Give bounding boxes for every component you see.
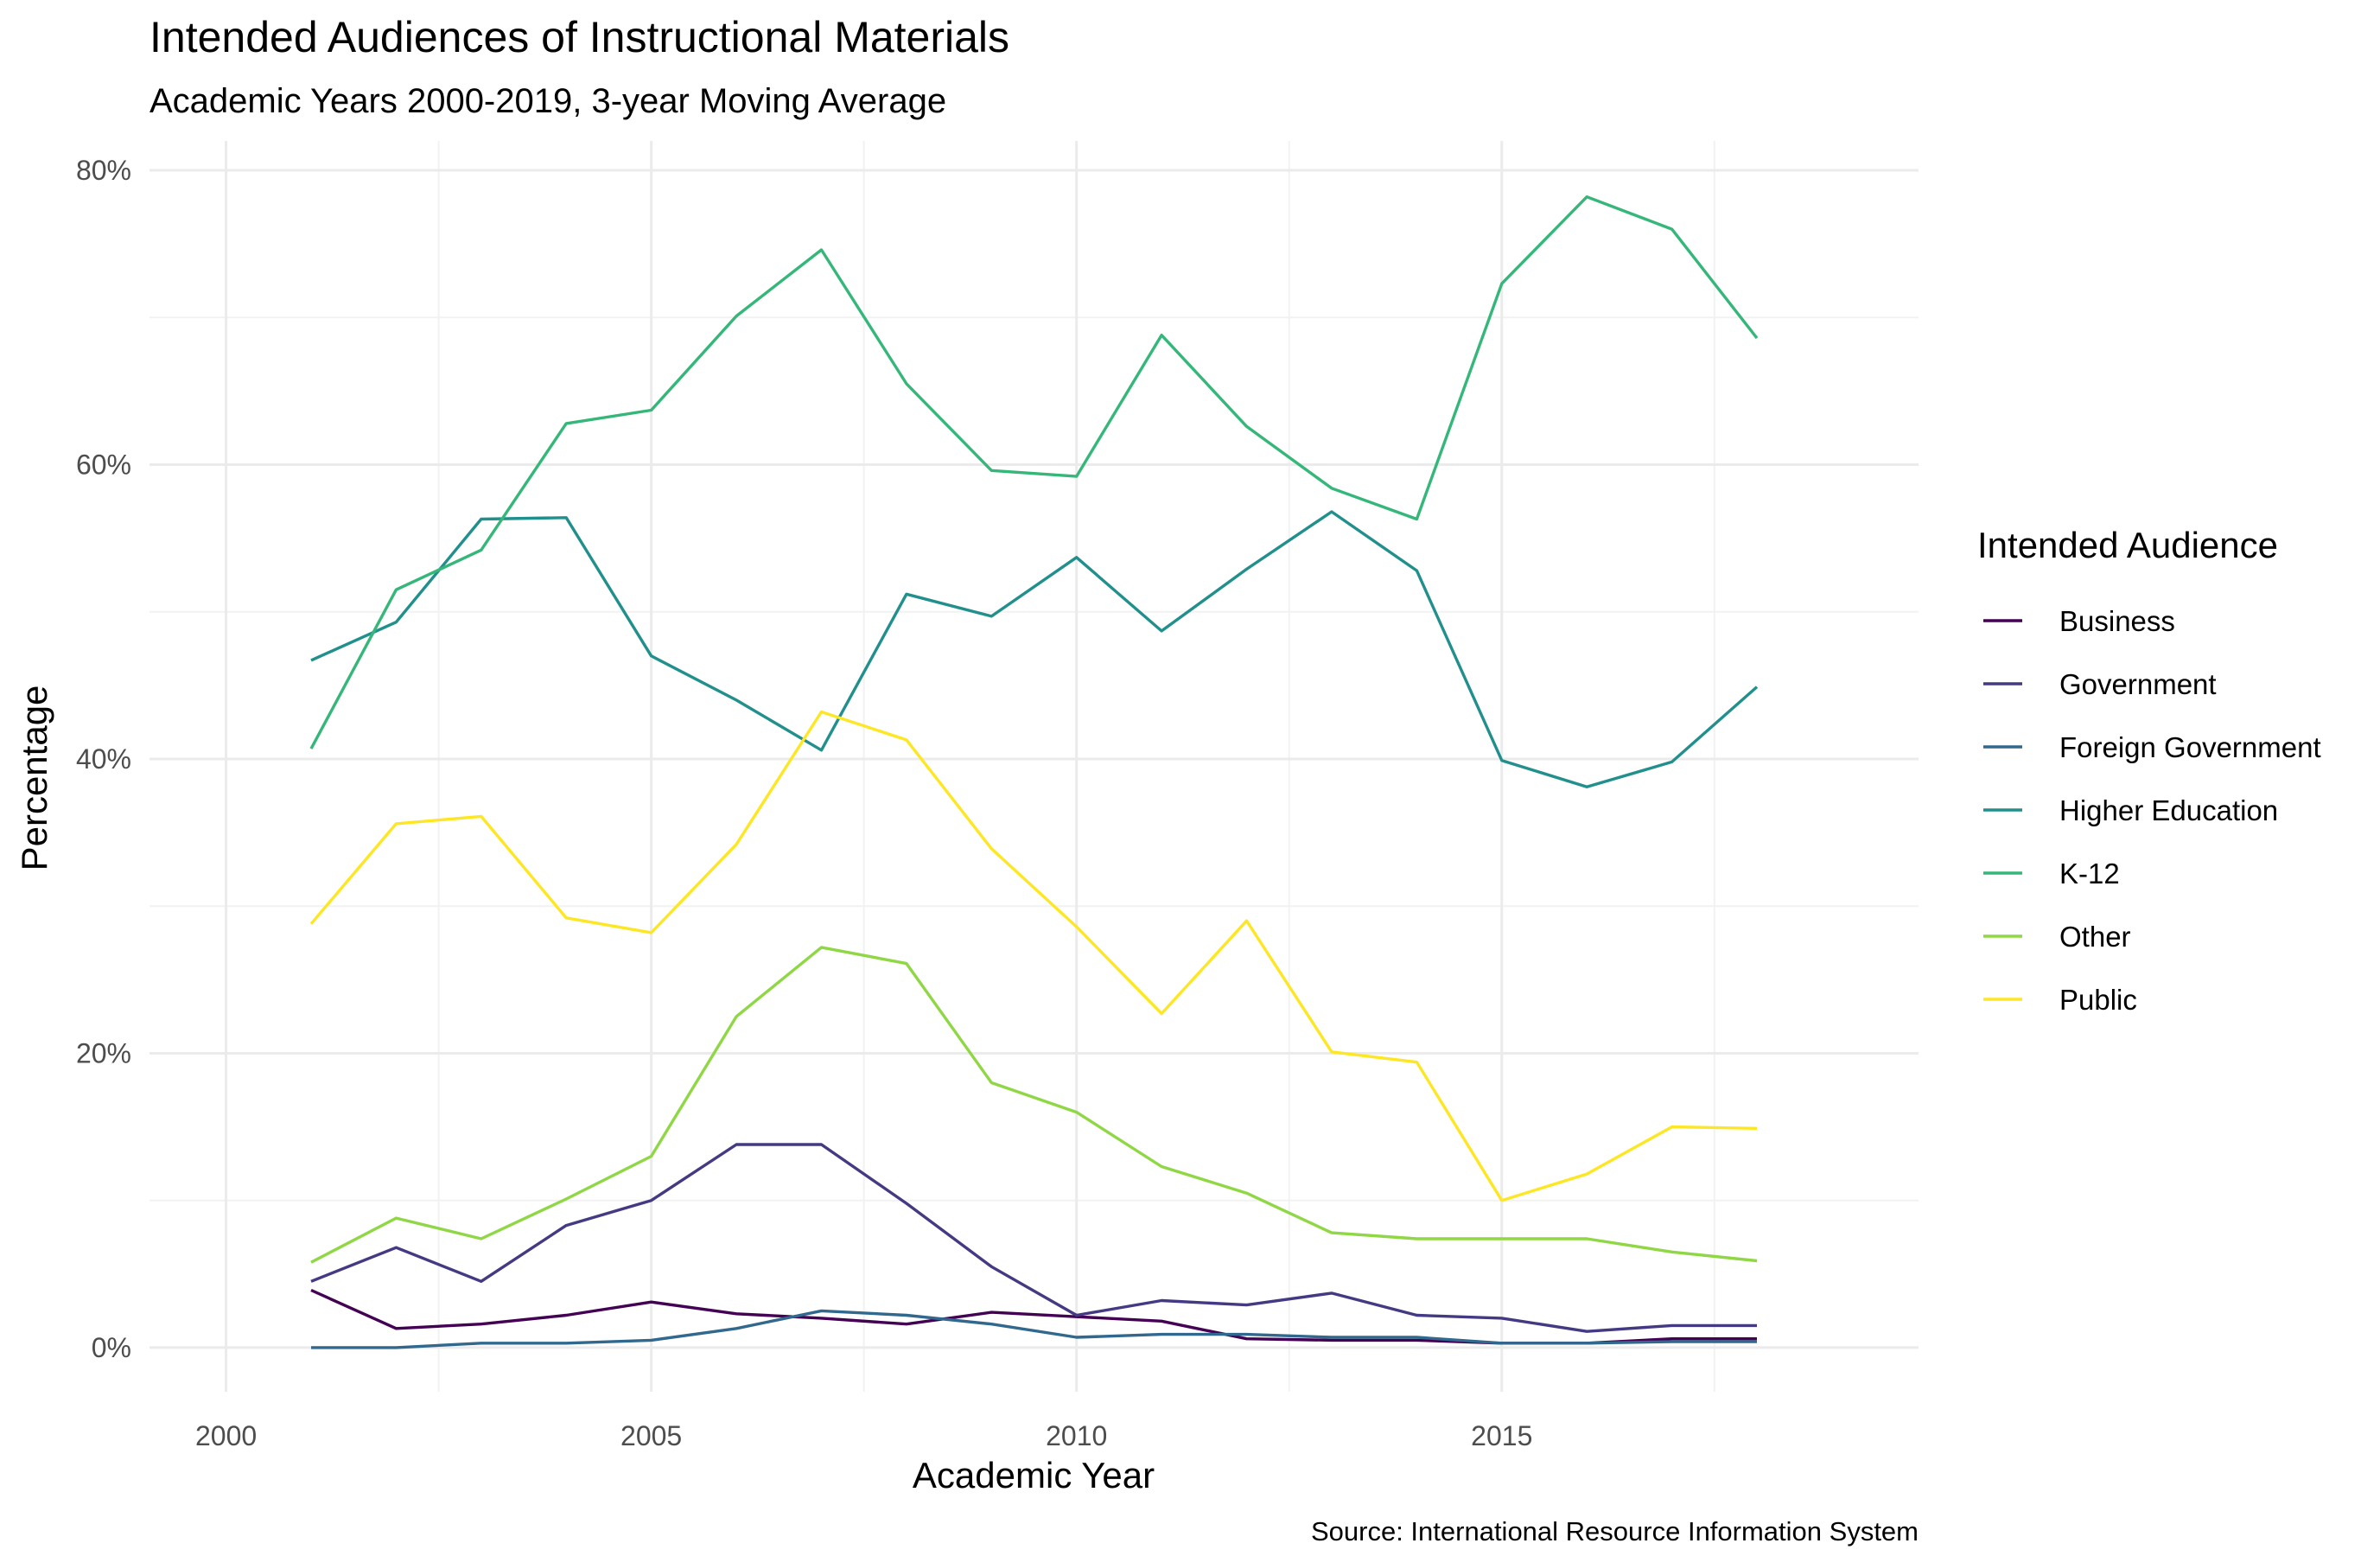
series-line-other (310, 946, 1758, 1264)
series-line-business (310, 1288, 1757, 1345)
y-tick-label: 0% (92, 1332, 131, 1363)
x-tick-label: 2000 (195, 1420, 257, 1451)
chart-title: Intended Audiences of Instructional Mate… (150, 13, 1009, 61)
y-tick-label: 20% (76, 1037, 131, 1068)
legend-item-k-12: K-12 (1983, 858, 2120, 890)
x-tick-label: 2005 (620, 1420, 682, 1451)
series-line-foreign-government (311, 1309, 1757, 1349)
legend-label-other: Other (2059, 921, 2131, 953)
series-line-public (309, 710, 1758, 1202)
y-tick-label: 60% (76, 450, 131, 481)
legend-item-other: Other (1983, 921, 2131, 953)
chart-subtitle: Academic Years 2000-2019, 3-year Moving … (150, 82, 946, 120)
legend-items: Business Government Foreign Government High… (1983, 605, 2321, 1016)
legend: Intended Audience Business Government Fore… (1977, 525, 2321, 1016)
chart-caption: Source: International Resource Informati… (1311, 1516, 1919, 1546)
series-line-government (310, 1143, 1757, 1333)
legend-item-public: Public (1983, 984, 2137, 1016)
legend-item-foreign-government: Foreign Government (1983, 731, 2321, 763)
grid (150, 141, 1919, 1392)
y-axis-tick-labels: 0% 20% 40% 60% 80% (76, 155, 131, 1363)
y-tick-label: 80% (76, 155, 131, 186)
x-axis-tick-labels: 2000 2005 2010 2015 (195, 1420, 1532, 1451)
legend-label-government: Government (2059, 668, 2217, 700)
y-axis-title: Percentage (14, 686, 54, 871)
series-line-higher-education (310, 510, 1759, 788)
series-line-k-12 (309, 194, 1759, 749)
x-axis-title: Academic Year (913, 1455, 1155, 1495)
legend-label-public: Public (2059, 984, 2137, 1016)
legend-item-higher-education: Higher Education (1983, 794, 2278, 826)
legend-item-government: Government (1983, 668, 2217, 700)
legend-item-business: Business (1983, 605, 2175, 637)
legend-label-k-12: K-12 (2059, 858, 2120, 890)
x-tick-label: 2015 (1471, 1420, 1532, 1451)
legend-label-higher-education: Higher Education (2059, 794, 2278, 826)
legend-title: Intended Audience (1977, 525, 2278, 565)
x-tick-label: 2010 (1046, 1420, 1107, 1451)
y-tick-label: 40% (76, 743, 131, 775)
legend-label-business: Business (2059, 605, 2175, 637)
legend-label-foreign-government: Foreign Government (2059, 731, 2321, 763)
series-lines (309, 194, 1759, 1349)
